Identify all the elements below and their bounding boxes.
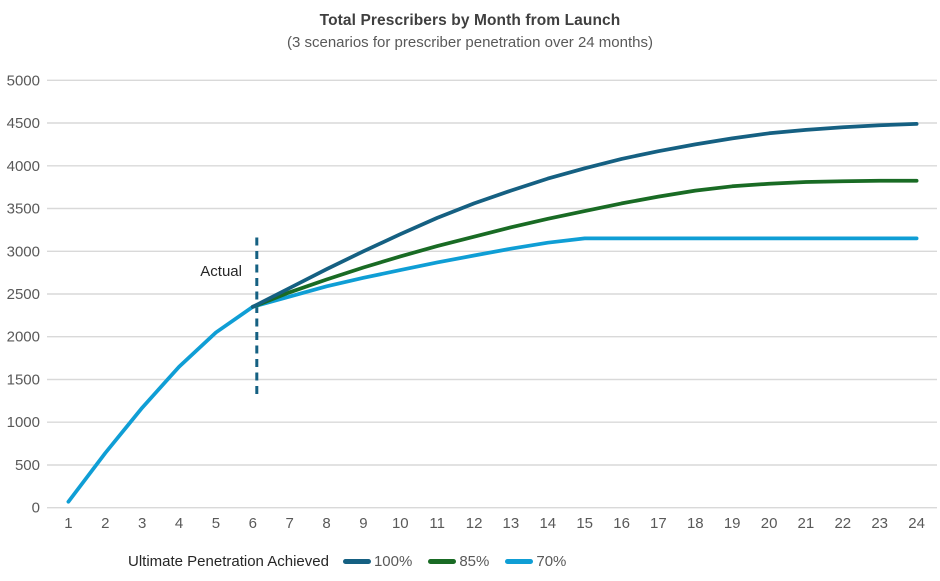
y-tick-label: 2000 [7,329,40,346]
x-tick-label: 20 [761,515,778,532]
legend: Ultimate Penetration Achieved 100% 85% 70% [128,553,582,570]
x-tick-label: 17 [650,515,667,532]
legend-label: 100% [373,553,413,570]
legend-title: Ultimate Penetration Achieved [128,553,329,570]
x-tick-label: 3 [138,515,146,532]
legend-item: 70% [505,553,566,570]
x-tick-label: 16 [613,515,630,532]
y-tick-label: 2500 [7,286,40,303]
x-tick-label: 15 [576,515,593,532]
series-line-100pct [250,122,919,309]
y-tick-label: 4500 [7,115,40,132]
legend-swatch-100pct [342,559,371,564]
x-tick-label: 8 [322,515,330,532]
chart-title: Total Prescribers by Month from Launch [319,12,621,29]
x-tick-label: 14 [539,515,556,532]
y-tick-label: 4000 [7,158,40,175]
x-tick-label: 22 [834,515,851,532]
x-tick-label: 19 [724,515,741,532]
x-tick-label: 21 [798,515,815,532]
series-line-actual [66,304,255,504]
legend-item: 100% [342,553,413,570]
actual-annotation-label: Actual [200,263,242,280]
x-tick-label: 5 [212,515,220,532]
y-tick-label: 1500 [7,372,40,389]
series-line-70pct [250,236,919,309]
legend-swatch-85pct [428,559,457,564]
x-tick-label: 1 [64,515,72,532]
legend-label: 85% [459,553,490,570]
x-tick-label: 24 [908,515,925,532]
x-tick-label: 12 [466,515,483,532]
chart-subtitle: (3 scenarios for prescriber penetration … [286,34,653,51]
y-tick-label: 3500 [7,201,40,218]
y-tick-label: 0 [32,500,40,517]
legend-items: 100% 85% 70% [342,553,582,570]
x-tick-label: 9 [359,515,367,532]
x-tick-label: 2 [101,515,109,532]
gridlines [47,79,937,509]
x-tick-label: 6 [249,515,257,532]
legend-label: 70% [536,553,567,570]
x-tick-label: 18 [687,515,704,532]
series-line-85pct [250,178,919,309]
x-tick-label: 4 [175,515,183,532]
x-tick-label: 7 [286,515,294,532]
x-tick-label: 23 [871,515,888,532]
x-tick-label: 10 [392,515,409,532]
y-tick-label: 5000 [7,72,40,89]
y-tick-label: 3000 [7,243,40,260]
y-tick-label: 500 [15,457,40,474]
y-tick-label: 1000 [7,414,40,431]
legend-swatch-70pct [505,559,534,564]
x-tick-label: 13 [503,515,520,532]
legend-item: 85% [428,553,489,570]
x-tick-label: 11 [429,515,445,532]
